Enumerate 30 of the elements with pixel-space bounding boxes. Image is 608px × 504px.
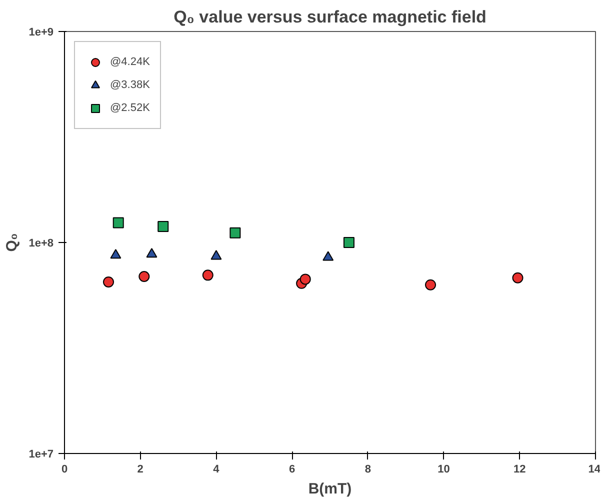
y-tick-label: 1e+9 [28, 26, 54, 38]
x-tick-label: 6 [289, 464, 296, 476]
x-axis-title: B(mT) [308, 480, 352, 498]
point [110, 248, 122, 259]
point [300, 274, 311, 285]
x-tick-label: 12 [514, 464, 526, 476]
x-tick-label: 10 [438, 464, 450, 476]
legend-label: @4.24K [110, 56, 150, 68]
x-tick-label: 0 [61, 464, 68, 476]
point [230, 227, 241, 238]
point [112, 217, 124, 228]
y-axis-title: Q₀ [4, 233, 21, 252]
x-tick-label: 8 [364, 464, 371, 476]
y-tick-label: 1e+7 [28, 448, 54, 460]
point [512, 272, 524, 284]
point [202, 270, 214, 281]
chart-title: Q₀ value versus surface magnetic field [174, 8, 486, 26]
point [146, 248, 158, 258]
point [322, 251, 334, 261]
legend-label: @2.52K [110, 102, 150, 114]
point [343, 237, 354, 248]
point [425, 279, 436, 290]
point [138, 271, 150, 282]
point [158, 221, 169, 232]
x-tick-label: 4 [213, 464, 220, 476]
legend-label: @3.38K [110, 79, 150, 91]
y-tick-label: 1e+8 [28, 238, 54, 250]
point [102, 276, 114, 288]
point [210, 250, 222, 260]
x-tick-label: 2 [137, 464, 144, 476]
